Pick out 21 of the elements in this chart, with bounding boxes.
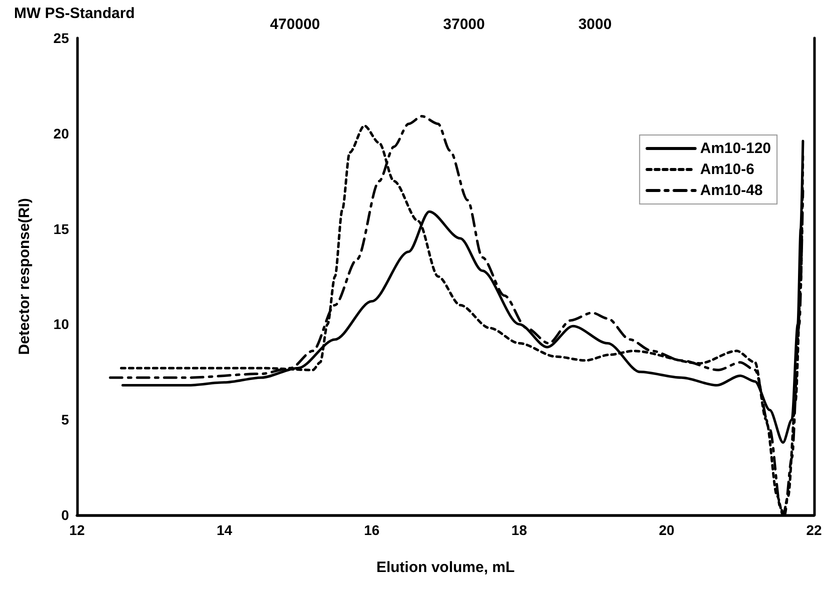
legend-label: Am10-120 <box>700 140 772 157</box>
legend-label: Am10-48 <box>700 182 763 199</box>
x-axis-title: Elution volume, mL <box>376 559 515 576</box>
x-tick-label: 18 <box>511 522 528 538</box>
y-tick-label: 0 <box>61 507 70 523</box>
y-tick-label: 25 <box>53 30 70 46</box>
x-tick-label: 22 <box>806 522 822 538</box>
y-tick-label: 15 <box>53 220 70 237</box>
x-tick-label: 14 <box>216 522 232 538</box>
y-tick-label: 20 <box>53 125 70 142</box>
text: 470000 <box>270 16 320 33</box>
x-tick-label: 20 <box>658 522 675 538</box>
x-tick-label: 16 <box>364 522 380 538</box>
x-tick-label: 12 <box>69 522 85 538</box>
text: 3000 <box>578 16 612 33</box>
y-tick-label: 5 <box>61 412 70 428</box>
y-tick-label: 10 <box>53 316 70 332</box>
y-axis-title: Detector response(RI) <box>16 198 33 355</box>
x2-axis-title: MW PS-Standard <box>14 5 135 22</box>
legend-label: Am10-6 <box>700 161 754 178</box>
text: 37000 <box>443 16 485 33</box>
